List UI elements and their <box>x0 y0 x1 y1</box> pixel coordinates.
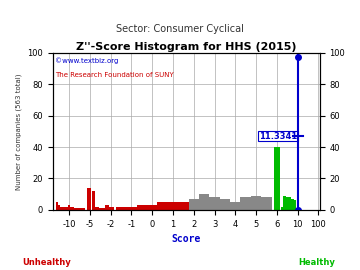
Bar <box>102 208 105 210</box>
Bar <box>62 207 64 210</box>
Text: ©www.textbiz.org: ©www.textbiz.org <box>55 58 118 64</box>
X-axis label: Score: Score <box>171 234 201 244</box>
Bar <box>251 196 261 210</box>
Bar <box>209 197 220 210</box>
Bar <box>74 208 76 210</box>
Bar <box>89 188 91 210</box>
Bar <box>147 205 157 210</box>
Bar <box>58 205 60 210</box>
Bar <box>76 208 78 210</box>
Bar <box>92 191 95 210</box>
Title: Z''-Score Histogram for HHS (2015): Z''-Score Histogram for HHS (2015) <box>76 42 296 52</box>
Bar <box>87 188 89 210</box>
Bar <box>274 147 280 210</box>
Bar <box>261 197 272 210</box>
Text: Sector: Consumer Cyclical: Sector: Consumer Cyclical <box>116 24 244 34</box>
Text: 11.3341: 11.3341 <box>258 131 297 141</box>
Bar <box>107 207 114 210</box>
Bar <box>230 202 240 210</box>
Bar <box>105 205 109 210</box>
Bar <box>199 194 209 210</box>
Bar <box>95 207 99 210</box>
Text: Unhealthy: Unhealthy <box>22 258 71 267</box>
Bar <box>99 208 102 210</box>
Bar <box>116 207 126 210</box>
Bar <box>137 205 147 210</box>
Bar <box>189 199 199 210</box>
Bar <box>286 197 288 210</box>
Bar <box>66 207 68 210</box>
Bar <box>297 58 298 210</box>
Bar <box>283 196 286 210</box>
Bar <box>56 202 58 210</box>
Bar <box>64 207 66 210</box>
Bar <box>72 207 74 210</box>
Bar <box>168 202 178 210</box>
Bar <box>178 202 189 210</box>
Bar <box>60 207 62 210</box>
Bar <box>240 197 251 210</box>
Bar <box>83 208 85 210</box>
Bar <box>81 208 83 210</box>
Bar <box>78 208 81 210</box>
Bar <box>294 201 296 210</box>
Bar <box>70 207 72 210</box>
Text: Healthy: Healthy <box>298 258 335 267</box>
Bar <box>288 197 291 210</box>
Bar <box>291 199 294 210</box>
Text: The Research Foundation of SUNY: The Research Foundation of SUNY <box>55 72 174 78</box>
Y-axis label: Number of companies (563 total): Number of companies (563 total) <box>15 73 22 190</box>
Bar <box>281 207 283 210</box>
Bar <box>220 199 230 210</box>
Bar <box>126 207 137 210</box>
Bar <box>68 205 70 210</box>
Bar <box>157 202 168 210</box>
